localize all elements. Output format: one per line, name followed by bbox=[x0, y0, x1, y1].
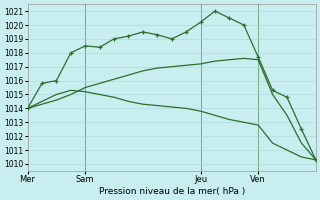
X-axis label: Pression niveau de la mer( hPa ): Pression niveau de la mer( hPa ) bbox=[99, 187, 245, 196]
